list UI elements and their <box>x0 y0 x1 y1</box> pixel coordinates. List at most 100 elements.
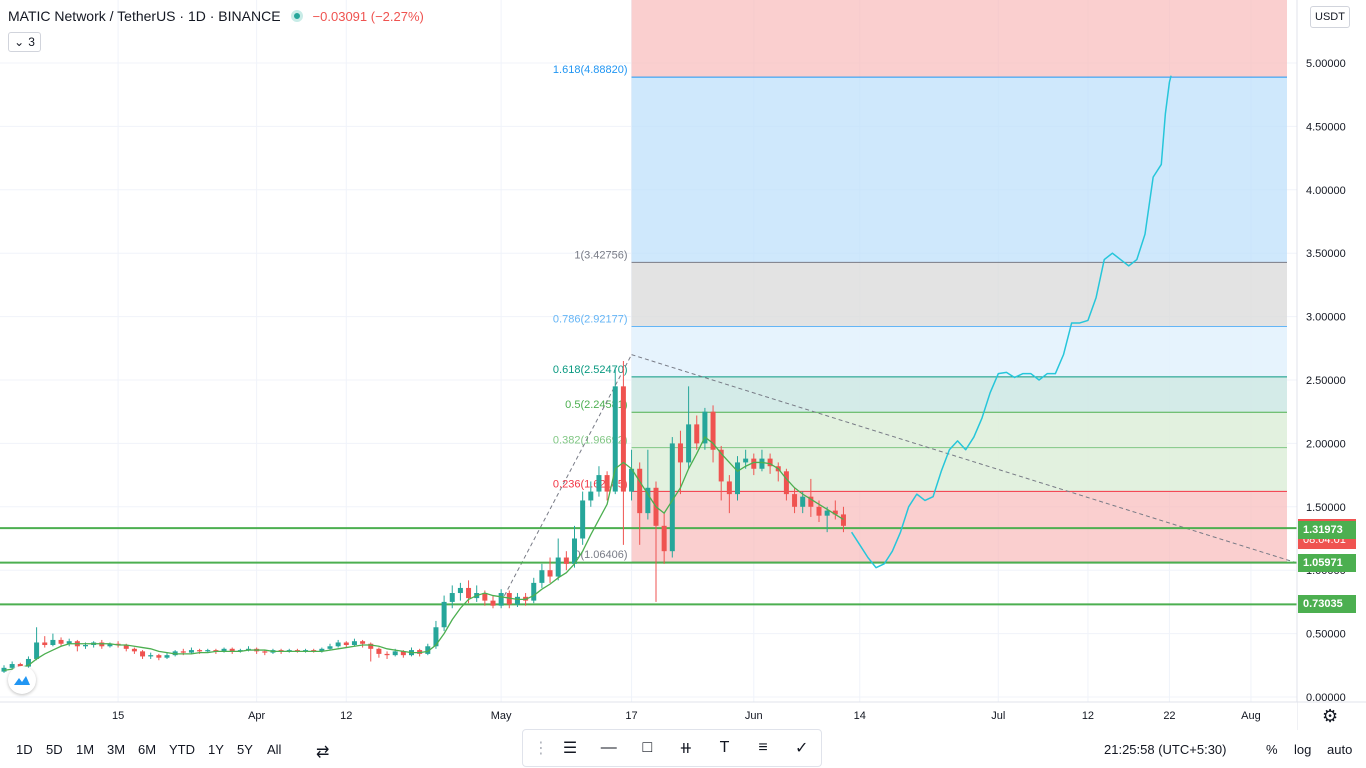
candle-body <box>449 593 455 602</box>
range-5d[interactable]: 5D <box>46 742 63 757</box>
candle-body <box>335 642 341 647</box>
y-tick-label: 2.50000 <box>1306 375 1346 387</box>
range-3m[interactable]: 3M <box>107 742 126 757</box>
drawing-toolbar: ⋮ ☰ — □ ⧺ T ≡ ✓ <box>522 729 822 767</box>
chevron-down-icon: ⌄ <box>14 35 25 49</box>
candle-body <box>17 664 23 667</box>
range-1d[interactable]: 1D <box>16 742 33 757</box>
candle-body <box>800 496 806 507</box>
fib-level-label: 0.382(1.96692) <box>553 435 628 447</box>
candle-body <box>229 648 235 652</box>
candle-body <box>726 481 732 495</box>
fib-zone-618 <box>631 376 1287 413</box>
candle-body <box>83 645 88 647</box>
candle-body <box>686 424 692 463</box>
fib-retracement-icon[interactable]: ☰ <box>562 740 578 757</box>
candle-body <box>743 458 749 463</box>
candle-body <box>612 386 618 492</box>
y-tick-label: 1.50000 <box>1306 502 1346 514</box>
candle-body <box>514 596 520 605</box>
candle-body <box>572 538 577 564</box>
candle-body <box>164 655 170 658</box>
y-tick-label: 2.00000 <box>1306 438 1346 450</box>
y-tick-label: 4.50000 <box>1306 121 1346 133</box>
range-ytd[interactable]: YTD <box>169 742 195 757</box>
y-tick-label: 5.00000 <box>1306 58 1346 70</box>
x-tick-label: 22 <box>1163 710 1175 722</box>
candle-body <box>840 514 846 526</box>
studies-count: 3 <box>28 35 35 49</box>
candle-body <box>50 639 56 646</box>
text-icon[interactable]: T <box>719 739 730 756</box>
price-tag: 0.73035 <box>1298 595 1356 614</box>
studies-toggle-button[interactable]: ⌄ 3 <box>8 32 41 52</box>
candle-body <box>531 582 537 601</box>
tradingview-logo-icon[interactable] <box>8 666 36 694</box>
y-tick-label: 0.00000 <box>1306 692 1346 704</box>
candle-body <box>466 587 472 599</box>
fib-level-label: 0.5(2.24581) <box>565 399 627 411</box>
candle-body <box>457 587 463 594</box>
candle-body <box>34 642 40 659</box>
y-tick-label: 3.00000 <box>1306 312 1346 324</box>
candle-body <box>156 655 162 658</box>
candle-body <box>596 475 602 492</box>
fib-zone-786 <box>631 326 1287 377</box>
gear-icon[interactable]: ⚙ <box>1322 706 1339 726</box>
market-open-dot-icon <box>290 10 303 22</box>
currency-unit-button[interactable]: USDT <box>1310 6 1350 28</box>
range-1m[interactable]: 1M <box>76 742 95 757</box>
candle-body <box>58 639 64 644</box>
candle-body <box>180 651 186 653</box>
x-tick-label: 14 <box>854 710 866 722</box>
candle-body <box>629 468 635 492</box>
candle-body <box>677 443 683 463</box>
fib-level-label: 0.618(2.52470) <box>553 364 628 376</box>
candle-body <box>368 643 374 649</box>
clock-display[interactable]: 21:25:58 (UTC+5:30) <box>1104 742 1227 757</box>
range-all[interactable]: All <box>267 742 282 757</box>
fib-channel-icon[interactable]: ≡ <box>758 739 768 756</box>
chart-header: MATIC Network / TetherUS · 1D · BINANCE … <box>8 8 424 24</box>
fib-zone-5 <box>631 412 1287 492</box>
price-axis-bg <box>1297 0 1366 730</box>
brush-icon[interactable]: ✓ <box>794 740 809 757</box>
candle-body <box>637 468 643 514</box>
horizontal-ray-icon[interactable]: — <box>600 739 617 756</box>
trend-line-icon[interactable]: ⧺ <box>679 740 693 757</box>
candle-body <box>262 651 268 653</box>
y-tick-label: 4.00000 <box>1306 185 1346 197</box>
x-tick-label: Jun <box>745 710 763 722</box>
candle-body <box>792 494 798 507</box>
rectangle-icon[interactable]: □ <box>642 739 653 756</box>
percent-toggle[interactable]: % <box>1266 742 1278 757</box>
range-6m[interactable]: 6M <box>138 742 157 757</box>
candle-body <box>376 648 382 654</box>
candle-body <box>319 648 325 652</box>
candle-body <box>710 411 716 450</box>
candle-body <box>767 458 773 467</box>
candle-body <box>351 641 357 646</box>
x-tick-label: Aug <box>1241 710 1261 722</box>
auto-toggle[interactable]: auto <box>1327 742 1353 757</box>
candle-body <box>482 593 488 601</box>
symbol-title[interactable]: MATIC Network / TetherUS · 1D · BINANCE <box>8 8 281 24</box>
candle-body <box>360 641 366 644</box>
compare-icon[interactable]: ⇄ <box>316 744 330 761</box>
candle-body <box>343 642 349 646</box>
candle-body <box>824 510 830 516</box>
fib-zone-1618 <box>631 77 1287 263</box>
drag-handle-icon[interactable]: ⋮ <box>532 740 549 757</box>
log-toggle[interactable]: log <box>1294 742 1312 757</box>
candle-body <box>498 593 504 606</box>
range-5y[interactable]: 5Y <box>237 742 253 757</box>
candle-body <box>832 510 838 515</box>
candle-body <box>539 570 545 583</box>
candle-body <box>140 651 146 657</box>
fib-level-label: 1(3.42756) <box>574 249 627 261</box>
candle-body <box>197 650 203 652</box>
candle-body <box>490 600 496 606</box>
range-1y[interactable]: 1Y <box>208 742 224 757</box>
